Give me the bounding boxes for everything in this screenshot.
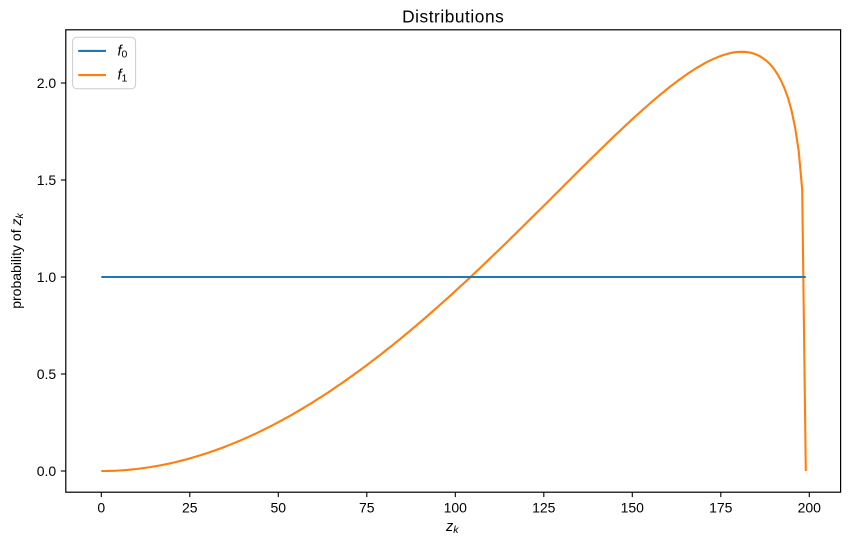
svg-text:Distributions: Distributions <box>402 6 504 26</box>
svg-text:0.0: 0.0 <box>37 463 57 479</box>
svg-text:probability of zk: probability of zk <box>8 212 26 308</box>
svg-text:125: 125 <box>532 500 556 516</box>
svg-text:1.5: 1.5 <box>37 172 57 188</box>
svg-text:200: 200 <box>798 500 822 516</box>
svg-text:75: 75 <box>359 500 375 516</box>
svg-text:25: 25 <box>182 500 198 516</box>
svg-text:0: 0 <box>97 500 105 516</box>
svg-text:0.5: 0.5 <box>37 366 57 382</box>
svg-text:175: 175 <box>709 500 733 516</box>
svg-text:zk: zk <box>445 519 459 536</box>
svg-text:f1: f1 <box>118 68 128 85</box>
svg-text:100: 100 <box>444 500 468 516</box>
svg-text:2.0: 2.0 <box>37 75 57 91</box>
svg-text:50: 50 <box>271 500 287 516</box>
svg-text:f0: f0 <box>118 43 128 60</box>
svg-text:1.0: 1.0 <box>37 269 57 285</box>
svg-text:150: 150 <box>621 500 645 516</box>
